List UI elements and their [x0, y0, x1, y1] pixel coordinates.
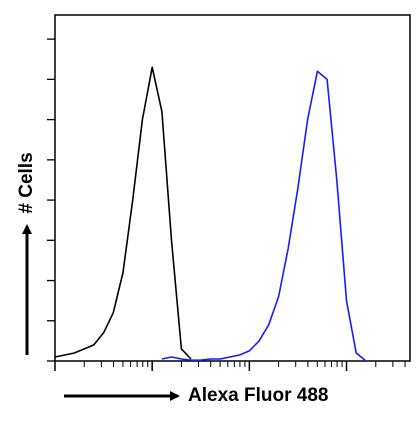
plot-frame: [54, 14, 411, 362]
histogram-line: [161, 70, 367, 362]
y-axis-label: # Cells: [16, 152, 37, 213]
x-axis-label: Alexa Fluor 488: [188, 385, 328, 406]
histogram-line: [54, 66, 192, 360]
